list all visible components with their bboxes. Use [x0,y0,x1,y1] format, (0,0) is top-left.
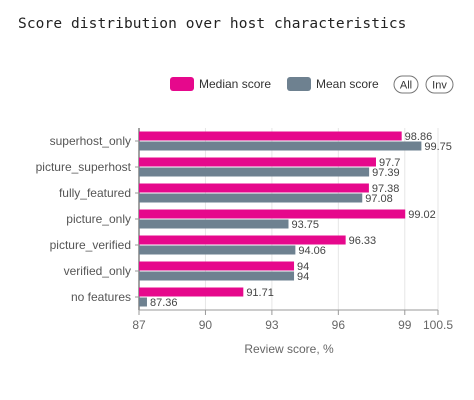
value-label-mean: 87.36 [150,297,178,309]
bar-median-score[interactable] [139,131,402,141]
value-label-median: 99.02 [408,209,436,221]
bar-mean-score[interactable] [139,141,422,151]
bar-mean-score[interactable] [139,219,289,229]
category-label: picture_superhost [36,160,132,174]
value-label-median: 91.71 [246,287,274,299]
value-label-mean: 94.06 [298,245,326,257]
x-tick-label: 90 [199,318,213,332]
category-label: picture_only [66,212,131,226]
bar-median-score[interactable] [139,287,244,297]
category-label: fully_featured [59,186,131,200]
legend: Median score Mean score All Inv [170,75,454,94]
x-tick-label: 93 [265,318,279,332]
x-tick-label: 96 [332,318,346,332]
inv-button[interactable]: Inv [425,75,454,94]
legend-label-mean: Mean score [316,77,379,91]
x-tick-label: 100.5 [423,318,453,332]
bar-mean-score[interactable] [139,245,296,255]
legend-swatch-median [170,77,194,91]
category-label: verified_only [64,264,131,278]
bar-median-score[interactable] [139,183,369,193]
value-label-mean: 97.08 [365,193,393,205]
bar-mean-score[interactable] [139,193,363,203]
category-label: superhost_only [50,134,131,148]
value-label-median: 96.33 [349,235,377,247]
legend-item-median[interactable]: Median score [170,77,271,91]
all-button-label: All [400,80,412,92]
all-button[interactable]: All [393,75,419,94]
bar-mean-score[interactable] [139,271,295,281]
legend-label-median: Median score [199,77,271,91]
value-label-median: 94 [297,261,309,273]
bar-median-score[interactable] [139,235,346,245]
category-label: no features [71,290,131,304]
x-axis-title: Review score, % [244,342,334,356]
bar-median-score[interactable] [139,261,295,271]
value-label-mean: 97.39 [372,167,400,179]
x-tick-label: 87 [132,318,146,332]
chart-title: Score distribution over host characteris… [18,16,407,32]
value-label-mean: 99.75 [424,141,452,153]
legend-item-mean[interactable]: Mean score [287,77,379,91]
x-tick-label: 99 [398,318,412,332]
x-tick-labels: 87 90 93 96 99 100.5 [132,318,453,332]
bar-mean-score[interactable] [139,297,147,307]
value-label-mean: 93.75 [292,219,320,231]
legend-swatch-mean [287,77,311,91]
bar-median-score[interactable] [139,157,376,167]
value-label-mean: 94 [297,271,309,283]
bar-median-score[interactable] [139,209,406,219]
bars [135,131,422,307]
value-label-median: 97.7 [379,157,400,169]
category-label: picture_verified [50,238,131,252]
bar-mean-score[interactable] [139,167,370,177]
inv-button-label: Inv [432,80,447,92]
category-labels: superhost_only picture_superhost fully_fea… [36,134,132,304]
value-label-median: 98.86 [405,131,433,143]
value-label-median: 97.38 [372,183,400,195]
